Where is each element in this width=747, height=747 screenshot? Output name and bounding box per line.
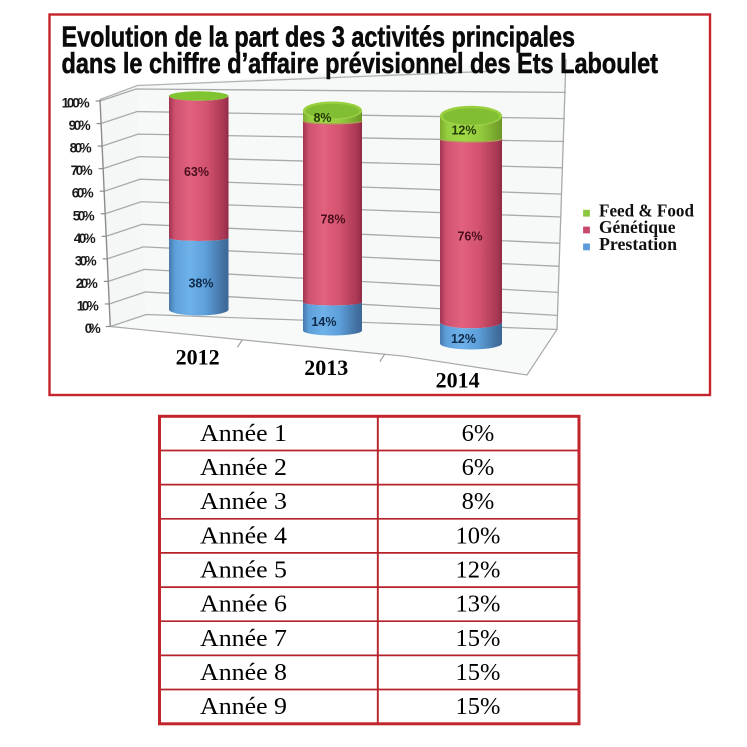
svg-text:6%: 6% [462, 420, 495, 447]
svg-text:60%: 60% [72, 186, 94, 201]
svg-text:Année 7: Année 7 [200, 625, 287, 652]
svg-text:78%: 78% [320, 213, 345, 227]
svg-text:15%: 15% [456, 625, 501, 652]
svg-text:Année 5: Année 5 [200, 557, 287, 584]
svg-text:Année 2: Année 2 [200, 454, 287, 481]
svg-text:Génétique: Génétique [599, 217, 676, 237]
svg-text:12%: 12% [451, 332, 476, 346]
svg-text:90%: 90% [69, 118, 91, 133]
svg-text:30%: 30% [75, 253, 97, 268]
svg-text:70%: 70% [71, 163, 93, 178]
svg-text:63%: 63% [184, 165, 209, 179]
svg-text:13%: 13% [456, 591, 501, 618]
svg-text:6%: 6% [462, 454, 495, 481]
svg-text:100%: 100% [62, 96, 90, 111]
svg-text:38%: 38% [188, 277, 213, 291]
svg-text:Année 3: Année 3 [200, 488, 287, 515]
svg-text:dans le chiffre d’affaire prév: dans le chiffre d’affaire prévisionnel d… [62, 48, 659, 80]
svg-text:2014: 2014 [436, 367, 480, 392]
svg-text:Année 8: Année 8 [200, 659, 287, 686]
svg-text:80%: 80% [70, 141, 92, 156]
svg-text:40%: 40% [74, 231, 96, 246]
svg-text:10%: 10% [77, 298, 99, 313]
svg-text:50%: 50% [73, 208, 95, 223]
svg-text:Année 9: Année 9 [200, 693, 287, 720]
svg-text:2012: 2012 [176, 345, 220, 370]
svg-text:14%: 14% [311, 315, 336, 329]
svg-text:12%: 12% [456, 557, 501, 584]
svg-text:Prestation: Prestation [599, 234, 677, 254]
svg-text:Année 1: Année 1 [200, 420, 287, 447]
svg-text:Feed & Food: Feed & Food [599, 200, 694, 220]
svg-text:76%: 76% [457, 230, 482, 244]
svg-text:12%: 12% [451, 124, 476, 138]
svg-text:Evolution de la part des 3 act: Evolution de la part des 3 activités pri… [62, 21, 576, 53]
svg-text:Année 4: Année 4 [200, 522, 287, 549]
svg-text:15%: 15% [456, 693, 501, 720]
svg-text:8%: 8% [313, 111, 331, 125]
svg-text:20%: 20% [76, 276, 98, 291]
svg-text:0%: 0% [85, 321, 101, 336]
svg-text:8%: 8% [462, 488, 495, 515]
svg-text:2013: 2013 [304, 355, 348, 380]
svg-text:15%: 15% [456, 659, 501, 686]
svg-text:Année 6: Année 6 [200, 591, 287, 618]
svg-text:10%: 10% [456, 522, 501, 549]
